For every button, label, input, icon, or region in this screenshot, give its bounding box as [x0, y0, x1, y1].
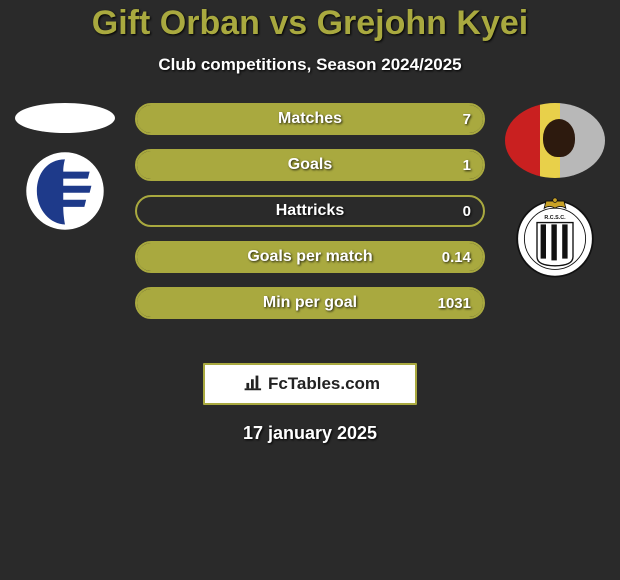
svg-text:R.C.S.C.: R.C.S.C. [544, 215, 566, 221]
brand-badge: FcTables.com [203, 363, 417, 405]
stat-value-right: 1 [463, 151, 471, 179]
brand-text: FcTables.com [268, 374, 380, 394]
page-subtitle: Club competitions, Season 2024/2025 [0, 55, 620, 75]
stat-value-right: 0 [463, 197, 471, 225]
stat-bar: Goals per match0.14 [135, 241, 485, 273]
stat-label: Hattricks [137, 197, 483, 225]
stat-bar: Goals1 [135, 149, 485, 181]
page-title: Gift Orban vs Grejohn Kyei [0, 4, 620, 43]
stat-value-right: 1031 [438, 289, 471, 317]
comparison-card: Gift Orban vs Grejohn Kyei Club competit… [0, 0, 620, 444]
date-label: 17 january 2025 [0, 423, 620, 444]
comparison-main: R.C.S.C. Matches7 Goals1 Hattricks0 Goals p… [0, 103, 620, 353]
chart-icon [240, 371, 262, 398]
stat-bar: Matches7 [135, 103, 485, 135]
stat-value-right: 0.14 [442, 243, 471, 271]
player-right-photo [505, 103, 605, 178]
stat-value-right: 7 [463, 105, 471, 133]
stat-label: Goals [137, 151, 483, 179]
club-right-logo: R.C.S.C. [505, 192, 605, 282]
player-right-column: R.C.S.C. [500, 103, 610, 282]
club-left-logo [20, 147, 110, 235]
stat-bar: Min per goal1031 [135, 287, 485, 319]
stat-label: Min per goal [137, 289, 483, 317]
stat-label: Matches [137, 105, 483, 133]
stat-label: Goals per match [137, 243, 483, 271]
stat-bars: Matches7Goals1Hattricks0Goals per match0… [135, 103, 485, 319]
player-left-column [10, 103, 120, 235]
player-left-photo [15, 103, 115, 133]
stat-bar: Hattricks0 [135, 195, 485, 227]
